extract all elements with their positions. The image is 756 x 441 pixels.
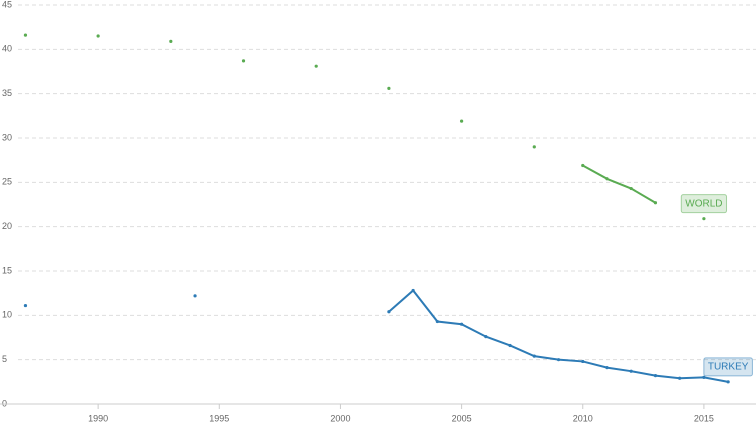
y-tick-label: 30: [2, 132, 12, 142]
point: [169, 39, 173, 43]
point: [23, 33, 28, 37]
point: [678, 376, 682, 380]
point: [702, 217, 706, 221]
point: [702, 375, 706, 379]
point: [556, 358, 561, 362]
point: [653, 201, 658, 205]
legend-tag: TURKEY: [708, 361, 749, 372]
y-tick-label: 10: [2, 310, 12, 320]
y-tick-label: 45: [2, 0, 12, 9]
x-tick-label: 1990: [88, 413, 108, 423]
point: [241, 59, 246, 63]
point: [314, 64, 318, 68]
legend-tag-box: [703, 357, 753, 377]
legend-tag: WORLD: [685, 198, 722, 209]
point: [629, 186, 633, 191]
x-tick-label: 2010: [573, 413, 593, 423]
point: [96, 34, 100, 38]
point: [193, 294, 197, 298]
point: [581, 163, 585, 168]
point: [23, 303, 28, 308]
x-tick-label: 2005: [452, 413, 472, 423]
point: [411, 288, 415, 293]
line: [582, 164, 656, 204]
y-tick-label: 0: [2, 398, 7, 408]
y-tick-label: 25: [2, 177, 12, 187]
y-tick-label: 20: [2, 221, 12, 231]
point: [605, 177, 609, 181]
point: [508, 343, 512, 348]
point: [532, 145, 536, 149]
point: [459, 322, 464, 326]
point: [387, 86, 391, 90]
y-tick-label: 40: [2, 44, 12, 54]
point: [726, 380, 730, 384]
x-tick-label: 2015: [694, 413, 714, 423]
x-tick-label: 1995: [209, 413, 229, 423]
x-tick-label: 2000: [330, 413, 350, 423]
point: [629, 369, 633, 373]
point: [484, 335, 488, 339]
y-tick-label: 15: [2, 265, 12, 275]
y-tick-label: 35: [2, 88, 12, 98]
point: [532, 354, 536, 358]
point: [581, 359, 585, 364]
point: [459, 119, 464, 123]
point: [605, 366, 609, 370]
point: [653, 374, 658, 378]
line: [388, 289, 729, 383]
point: [435, 319, 439, 324]
legend-tag-box: [680, 194, 728, 214]
y-tick-label: 5: [2, 354, 7, 364]
point: [387, 310, 391, 314]
